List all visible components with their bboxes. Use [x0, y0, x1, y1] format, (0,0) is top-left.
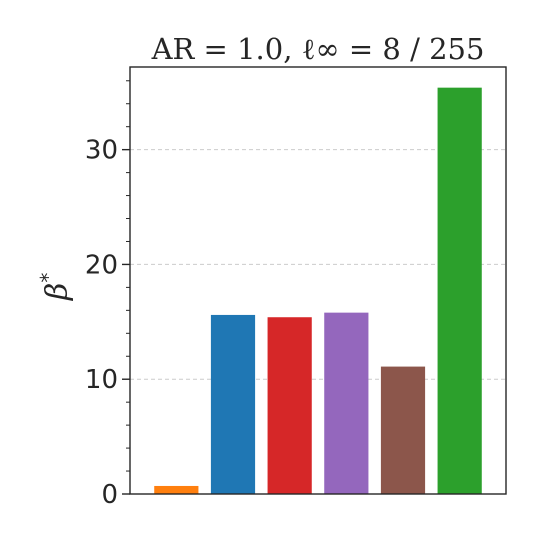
bar: [154, 485, 199, 494]
bars: [154, 87, 482, 495]
bar: [380, 366, 426, 494]
chart-title: AR = 1.0, ℓ∞ = 8 / 255: [151, 32, 485, 66]
bar: [210, 314, 256, 494]
y-axis-label-superscript: *: [36, 273, 60, 283]
bar: [437, 87, 482, 495]
y-axis-ticks: 0 10 20 30: [85, 80, 130, 510]
y-tick-label: 0: [101, 480, 118, 510]
y-tick-label: 30: [85, 136, 118, 166]
plot-frame: [129, 66, 507, 495]
y-axis-label-symbol: β: [40, 283, 75, 301]
y-tick-label: 10: [85, 365, 118, 395]
bar: [324, 312, 369, 494]
bar: [267, 317, 312, 494]
y-axis-label: β*: [36, 273, 75, 301]
y-tick-label: 20: [85, 250, 118, 280]
